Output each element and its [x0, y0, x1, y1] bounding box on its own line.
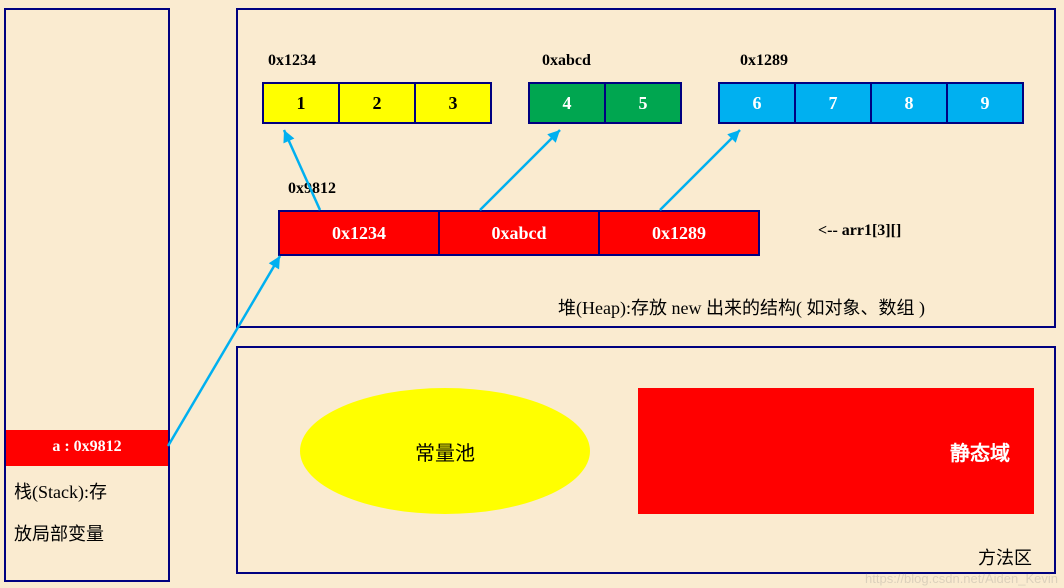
array2-cell: 7 — [794, 82, 872, 124]
array2-cell: 9 — [946, 82, 1024, 124]
stack-cell-text: a : 0x9812 — [52, 438, 121, 455]
method-area-label: 方法区 — [978, 544, 1032, 570]
static-area-label: 静态域 — [950, 437, 1010, 466]
stack-variable-a: a : 0x9812 — [6, 430, 168, 466]
array0-cell: 3 — [414, 82, 492, 124]
array2-cell: 8 — [870, 82, 948, 124]
watermark-text: https://blog.csdn.net/Aiden_Kevin — [865, 571, 1058, 586]
ptr-array-addr: 0x9812 — [288, 180, 336, 198]
array2-cell: 6 — [718, 82, 796, 124]
array2: 6789 — [718, 82, 1024, 124]
array0-cell: 1 — [262, 82, 340, 124]
heap-region — [236, 8, 1056, 328]
ptr-array-annotation: <-- arr1[3][] — [818, 222, 901, 240]
ptr-array-cell: 0x1234 — [278, 210, 440, 256]
static-area: 静态域 — [638, 388, 1034, 514]
ptr-array-cell: 0xabcd — [438, 210, 600, 256]
constant-pool-label: 常量池 — [415, 437, 475, 466]
array1-cell: 4 — [528, 82, 606, 124]
array1-addr: 0xabcd — [542, 52, 591, 70]
array1-cell: 5 — [604, 82, 682, 124]
heap-description: 堆(Heap):存放 new 出来的结构( 如对象、数组 ) — [558, 294, 925, 320]
array1: 45 — [528, 82, 682, 124]
stack-label-line2: 放局部变量 — [14, 520, 104, 546]
ptr-array-cell: 0x1289 — [598, 210, 760, 256]
ptr-array: 0x12340xabcd0x1289 — [278, 210, 760, 256]
array2-addr: 0x1289 — [740, 52, 788, 70]
constant-pool: 常量池 — [300, 388, 590, 514]
stack-label-line1: 栈(Stack):存 — [14, 478, 107, 504]
array0-addr: 0x1234 — [268, 52, 316, 70]
array0: 123 — [262, 82, 492, 124]
array0-cell: 2 — [338, 82, 416, 124]
